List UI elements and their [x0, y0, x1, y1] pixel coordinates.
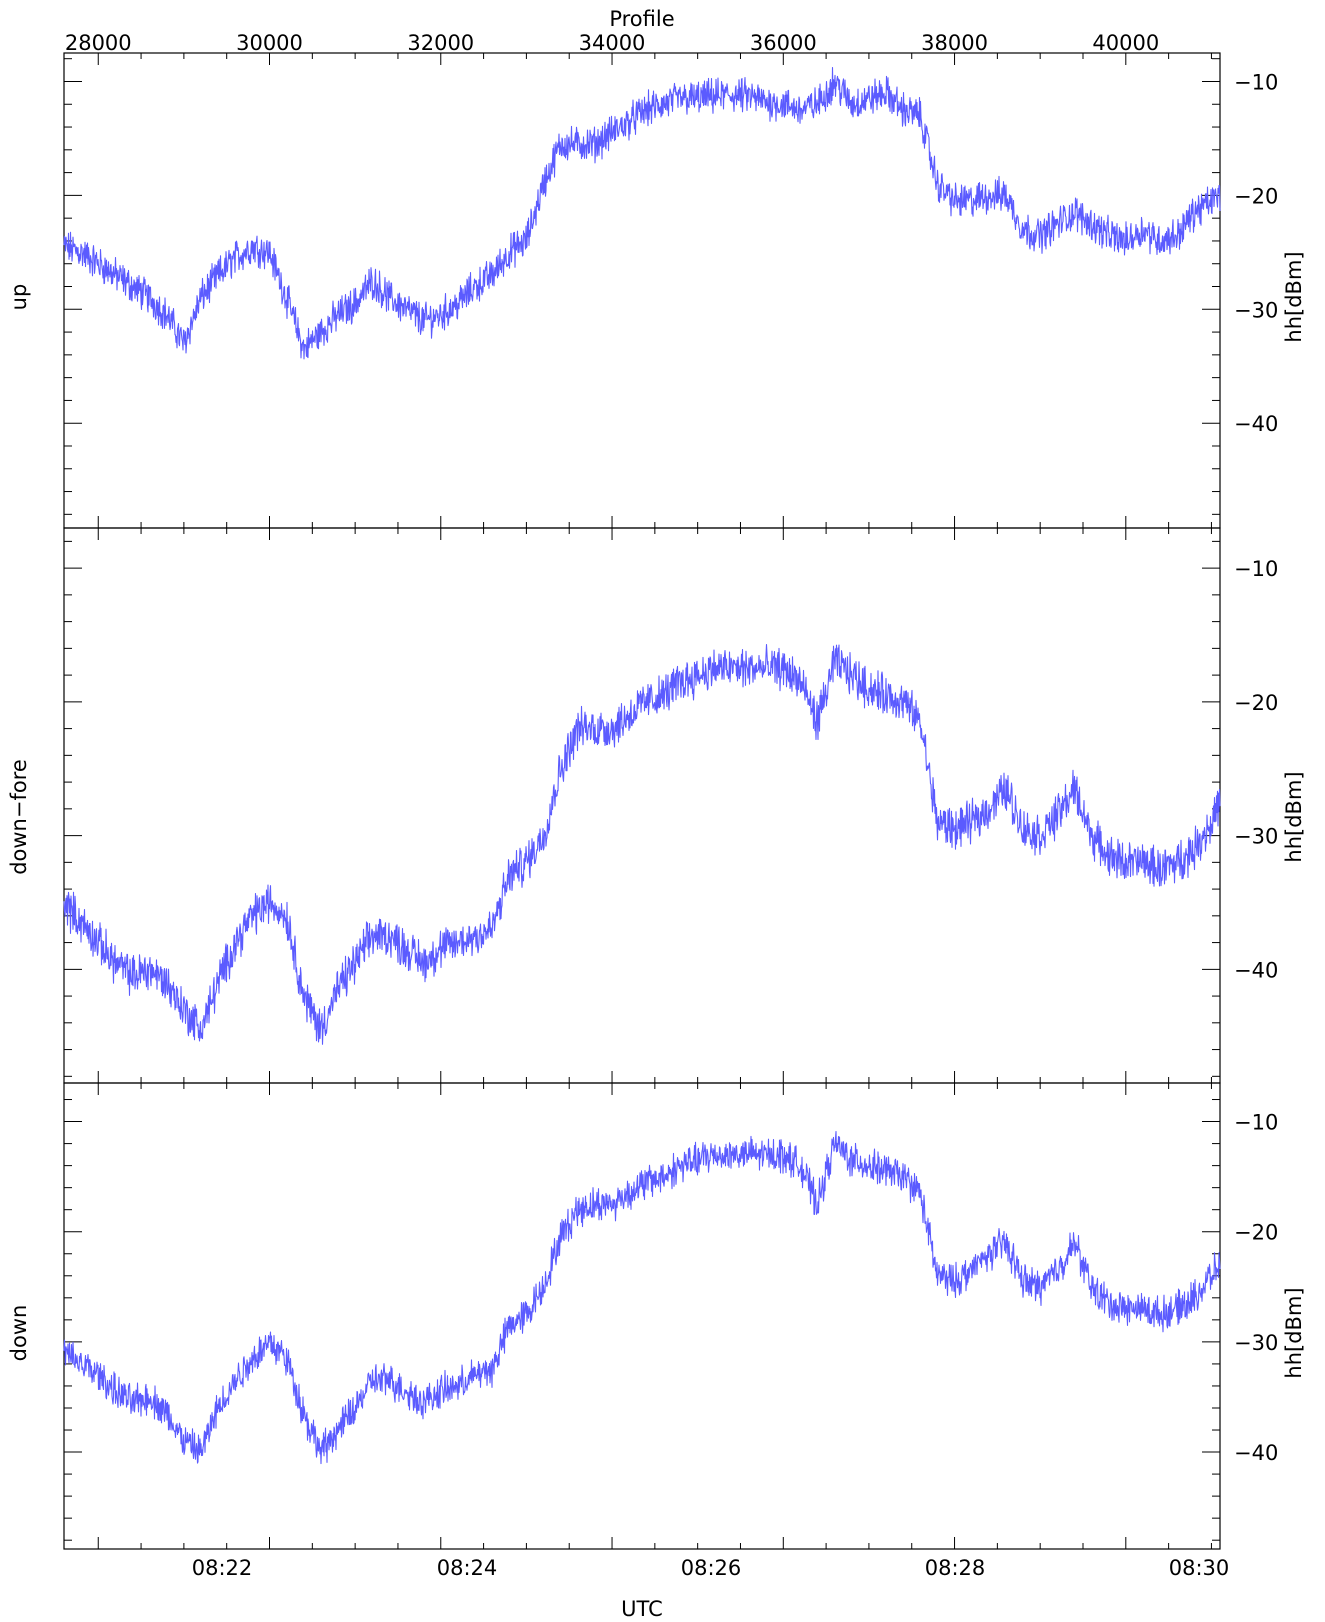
y-tick-label: −30 [1234, 1331, 1278, 1355]
y-tick-label: −40 [1234, 958, 1278, 982]
panel-up: up hh[dBm] −10 −20 −30 −40 [7, 52, 1306, 529]
bottom-axis-title: UTC [621, 1597, 663, 1621]
bottom-tick-label: 08:26 [681, 1556, 742, 1580]
top-axis-title: Profile [609, 7, 674, 31]
plot-frame [63, 527, 1221, 1084]
top-axis-tick-labels: 28000 30000 32000 34000 36000 38000 40000 [65, 31, 1159, 55]
y-tick-label: −10 [1234, 557, 1278, 581]
y-tick-label: −10 [1234, 1111, 1278, 1135]
panel-down-fore: down−fore hh[dBm] −10 −20 −30 −40 [7, 527, 1306, 1084]
y-tick-label: −20 [1234, 1221, 1278, 1245]
top-tick-label: 28000 [65, 31, 132, 55]
y-tick-label: −40 [1234, 1441, 1278, 1465]
panel-label-up: up [7, 284, 31, 311]
top-tick-label: 40000 [1092, 31, 1159, 55]
bottom-axis-tick-labels: 08:22 08:24 08:26 08:28 08:30 [192, 1556, 1230, 1580]
series-line [63, 644, 1221, 1045]
series-line [63, 67, 1221, 360]
right-axis-label-up: hh[dBm] [1282, 251, 1306, 342]
top-tick-label: 30000 [236, 31, 303, 55]
y-tick-label: −40 [1234, 412, 1278, 436]
y-tick-label: −20 [1234, 691, 1278, 715]
y-tick-label: −30 [1234, 298, 1278, 322]
right-axis-label-down-fore: hh[dBm] [1282, 771, 1306, 862]
bottom-tick-label: 08:30 [1169, 1556, 1230, 1580]
bottom-tick-label: 08:22 [192, 1556, 253, 1580]
top-tick-label: 36000 [750, 31, 817, 55]
plot-frame [63, 1082, 1221, 1550]
bottom-tick-label: 08:24 [437, 1556, 498, 1580]
bottom-tick-label: 08:28 [925, 1556, 986, 1580]
plot-frame [63, 52, 1221, 529]
y-tick-label: −10 [1234, 70, 1278, 94]
y-tick-label: −20 [1234, 184, 1278, 208]
series-line [63, 1130, 1221, 1465]
top-tick-label: 32000 [407, 31, 474, 55]
top-tick-label: 34000 [579, 31, 646, 55]
panel-label-down: down [7, 1305, 31, 1362]
top-tick-label: 38000 [921, 31, 988, 55]
right-axis-label-down: hh[dBm] [1282, 1287, 1306, 1378]
panel-label-down-fore: down−fore [7, 759, 31, 875]
y-tick-label: −30 [1234, 825, 1278, 849]
panel-down: down hh[dBm] −10 −20 −30 −40 [7, 1082, 1306, 1550]
